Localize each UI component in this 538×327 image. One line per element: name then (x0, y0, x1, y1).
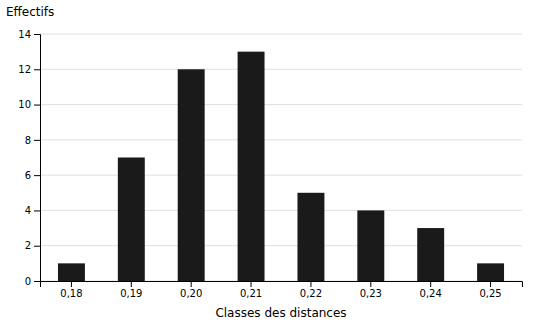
bar (357, 210, 384, 281)
tick-label: 2 (25, 240, 31, 251)
x-axis: 0,18 0,19 0,20 0,21 0,22 0,23 0,24 0,25 (41, 281, 523, 299)
tick-label: 0,22 (300, 288, 322, 299)
tick-label: 0 (25, 276, 31, 287)
tick: 0,24 (420, 281, 442, 299)
tick: 0 (25, 276, 40, 287)
bar (238, 52, 265, 281)
tick-label: 12 (18, 64, 31, 75)
tick-mark (34, 246, 40, 247)
bar (58, 263, 85, 281)
axis-domain (34, 35, 41, 282)
y-axis-label: Effectifs (6, 5, 54, 19)
bar (178, 69, 205, 281)
tick: 12 (18, 64, 40, 75)
tick: 2 (25, 240, 40, 251)
tick: 8 (25, 135, 40, 146)
bar (297, 193, 324, 281)
tick-label: 0,24 (420, 288, 442, 299)
plot: 024681012140,180,190,200,210,220,230,240… (18, 29, 522, 299)
tick-label: 0,23 (360, 288, 382, 299)
tick-mark (34, 175, 40, 176)
tick-mark (251, 281, 252, 287)
tick: 0,23 (360, 281, 382, 299)
tick-mark (430, 281, 431, 287)
tick: 0,20 (180, 281, 202, 299)
tick-mark (34, 140, 40, 141)
grid-line (40, 104, 522, 105)
bar (477, 263, 504, 281)
grid (40, 34, 522, 281)
tick-label: 0,21 (240, 288, 262, 299)
grid-line (40, 139, 522, 140)
tick-mark (71, 281, 72, 287)
tick: 6 (25, 170, 40, 181)
bar (417, 228, 444, 281)
x-axis-label: Classes des distances (215, 306, 346, 320)
tick: 0,19 (120, 281, 142, 299)
tick-mark (34, 210, 40, 211)
tick: 14 (18, 29, 40, 40)
tick: 0,18 (60, 281, 82, 299)
bars (58, 52, 504, 281)
tick: 0,22 (300, 281, 322, 299)
tick-label: 8 (25, 135, 31, 146)
tick-mark (191, 281, 192, 287)
tick-mark (131, 281, 132, 287)
tick-label: 0,19 (120, 288, 142, 299)
tick-mark (34, 105, 40, 106)
chart: 024681012140,180,190,200,210,220,230,240… (0, 0, 538, 327)
grid-line (40, 34, 522, 35)
grid-line (40, 210, 522, 211)
tick-mark (310, 281, 311, 287)
tick-mark (34, 34, 40, 35)
axis-domain (41, 282, 523, 288)
tick: 4 (25, 205, 40, 216)
tick-label: 14 (18, 29, 31, 40)
tick-mark (490, 281, 491, 287)
tick: 10 (18, 99, 40, 110)
tick-label: 6 (25, 170, 31, 181)
bar (118, 158, 145, 282)
tick-mark (370, 281, 371, 287)
y-axis: 0 2 4 6 8 10 12 14 (18, 29, 40, 287)
tick-mark (34, 69, 40, 70)
tick: 0,25 (479, 281, 501, 299)
tick-label: 0,18 (60, 288, 82, 299)
tick-mark (34, 281, 40, 282)
grid-line (40, 245, 522, 246)
tick-label: 0,20 (180, 288, 202, 299)
grid-line (40, 69, 522, 70)
grid-line (40, 175, 522, 176)
tick-label: 0,25 (479, 288, 501, 299)
tick-label: 4 (25, 205, 31, 216)
tick-label: 10 (18, 99, 31, 110)
tick: 0,21 (240, 281, 262, 299)
